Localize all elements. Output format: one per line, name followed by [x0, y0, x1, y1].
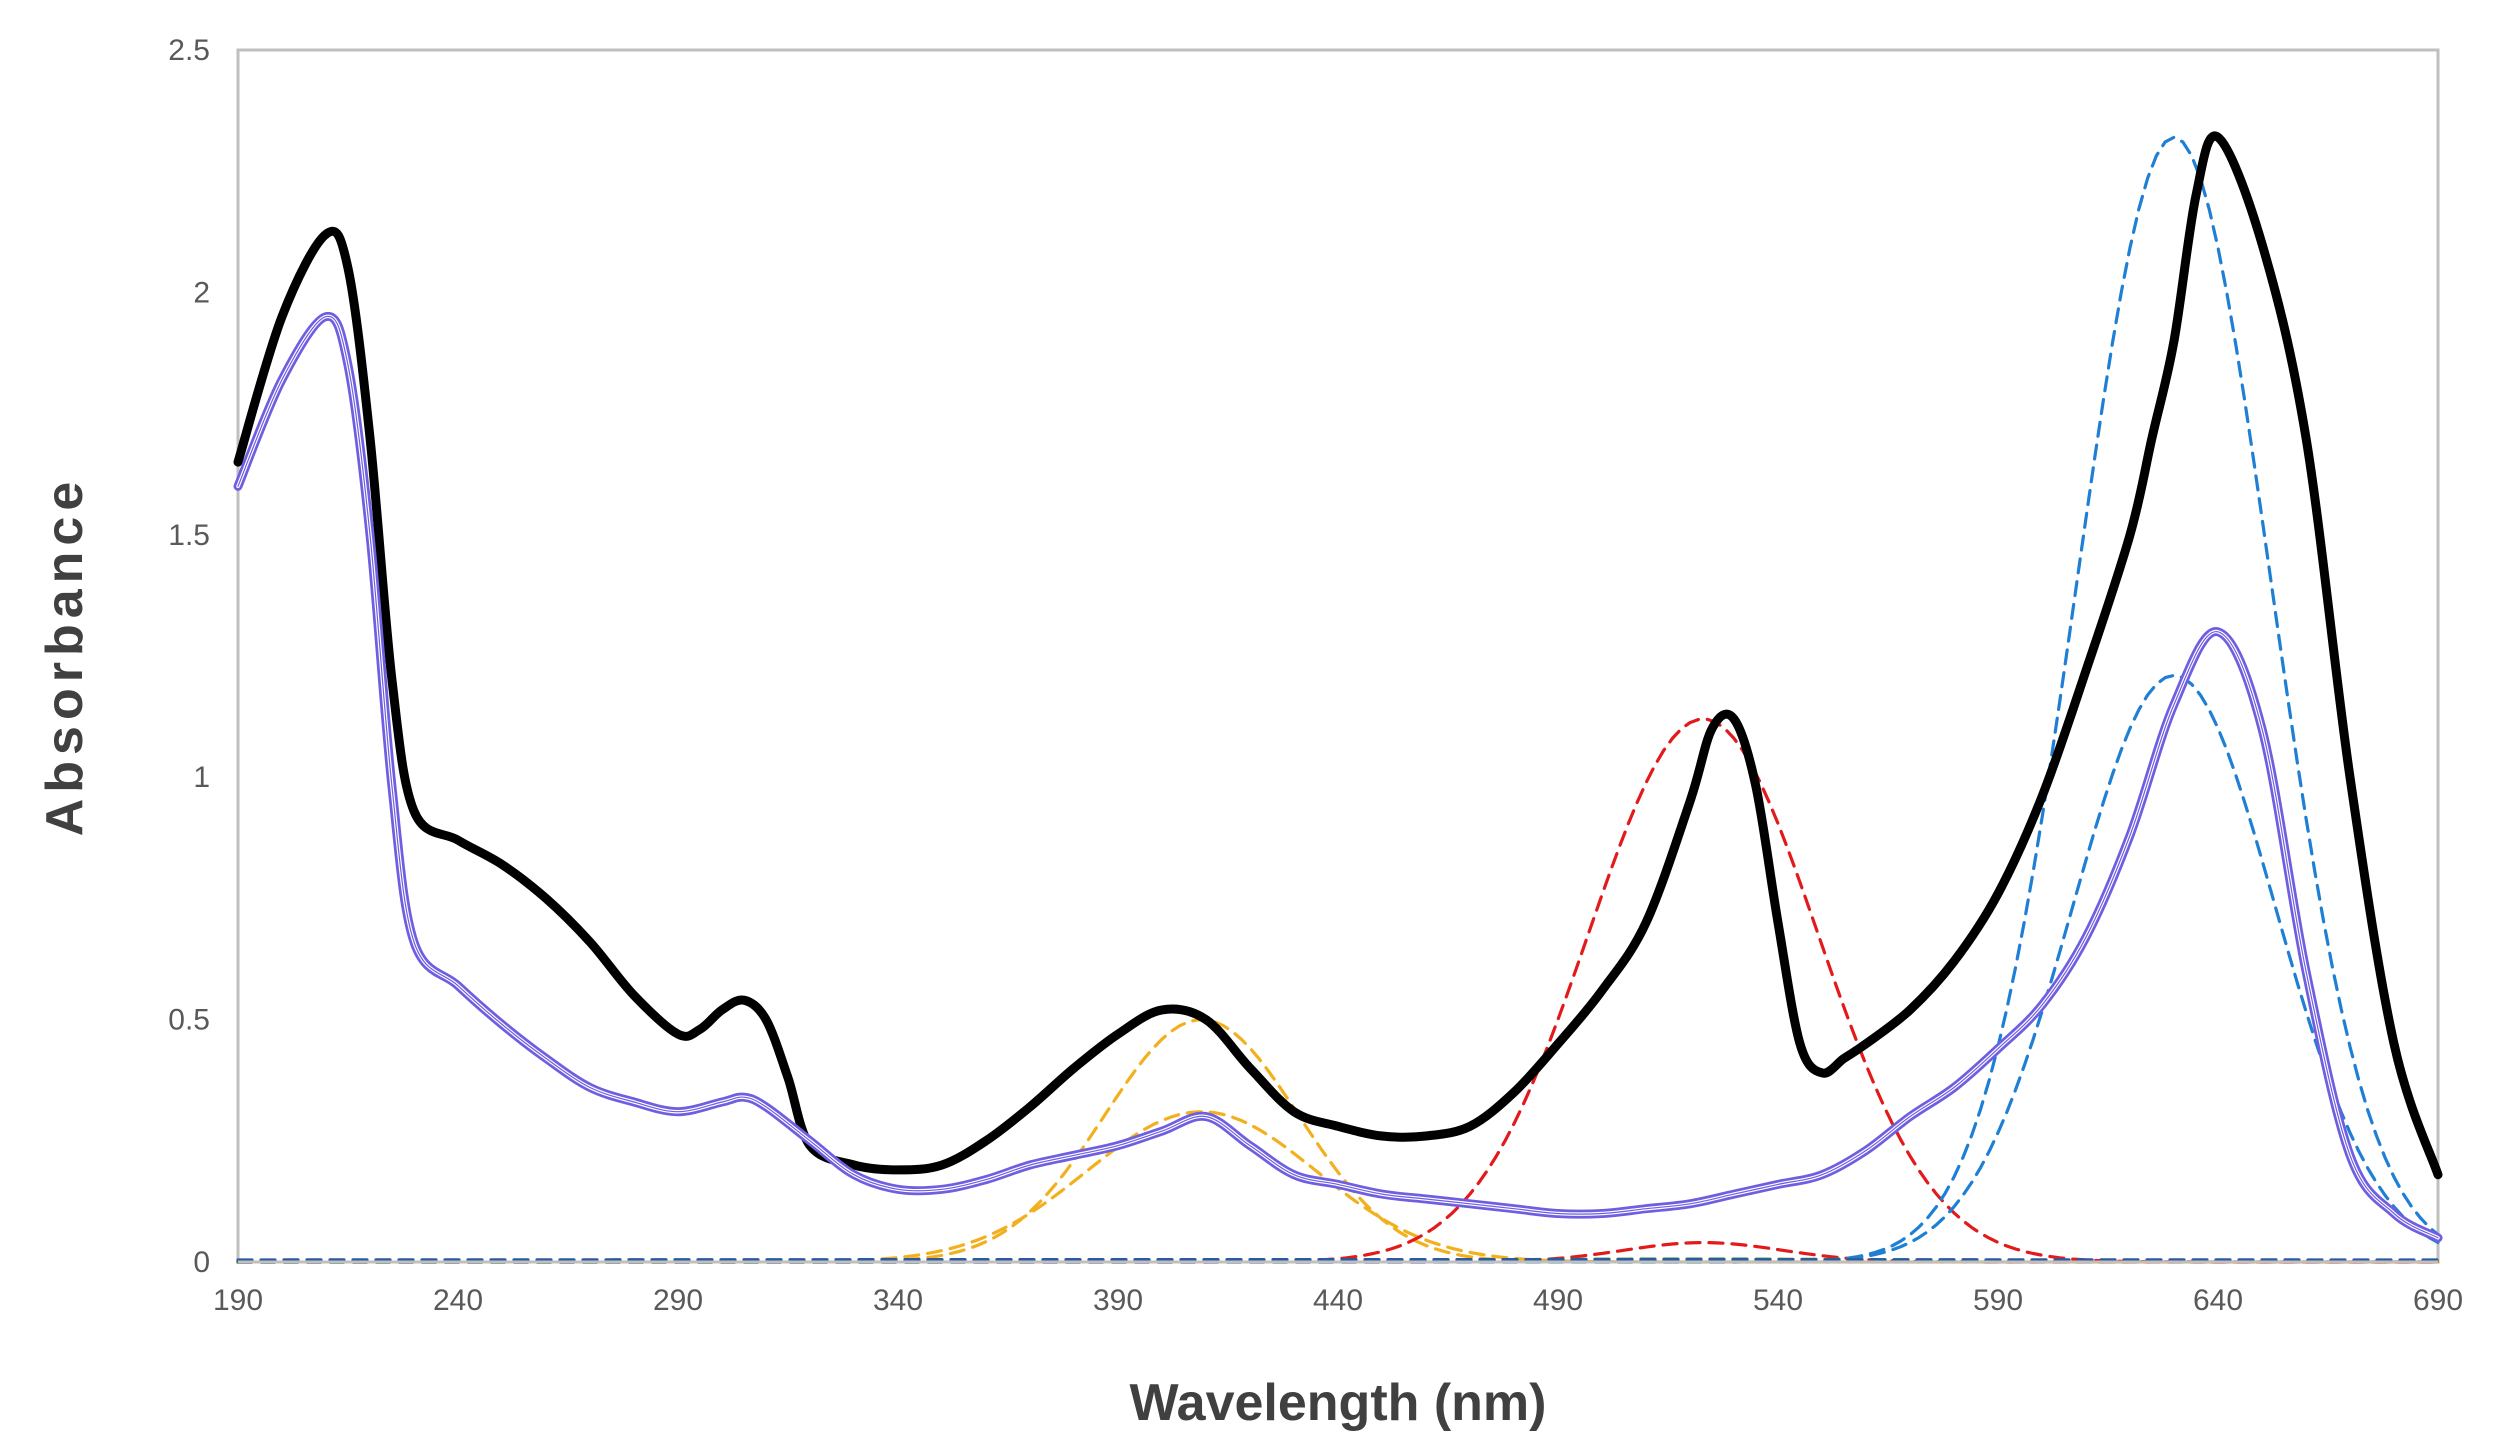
mixture-spectrum	[233, 131, 2443, 1180]
x-tick-label: 640	[2193, 1284, 2243, 1317]
x-tick-label: 240	[433, 1284, 483, 1317]
x-axis-title: Wavelength (nm)	[1130, 1374, 1547, 1432]
x-tick-label: 290	[653, 1284, 703, 1317]
x-tick-labels: 190 240 290 340 390 440 490 540 590 640 690	[213, 1284, 2463, 1317]
x-tick-label: 340	[873, 1284, 923, 1317]
y-axis-title: Absorbance	[36, 476, 94, 837]
y-tick-label: 1.5	[168, 519, 210, 552]
y-tick-label: 0.5	[168, 1004, 210, 1037]
y-tick-label: 2	[193, 276, 210, 309]
component-spectrum	[237, 315, 2439, 1239]
y-tick-labels: 0 0.5 1 1.5 2 2.5	[168, 34, 210, 1279]
x-tick-label: 690	[2413, 1284, 2463, 1317]
x-tick-label: 390	[1093, 1284, 1143, 1317]
y-tick-label: 2.5	[168, 34, 210, 67]
x-tick-label: 490	[1533, 1284, 1583, 1317]
x-tick-label: 540	[1753, 1284, 1803, 1317]
x-tick-label: 590	[1973, 1284, 2023, 1317]
x-tick-label: 190	[213, 1284, 263, 1317]
y-tick-label: 0	[193, 1246, 210, 1279]
y-tick-label: 1	[193, 761, 210, 794]
x-tick-label: 440	[1313, 1284, 1363, 1317]
